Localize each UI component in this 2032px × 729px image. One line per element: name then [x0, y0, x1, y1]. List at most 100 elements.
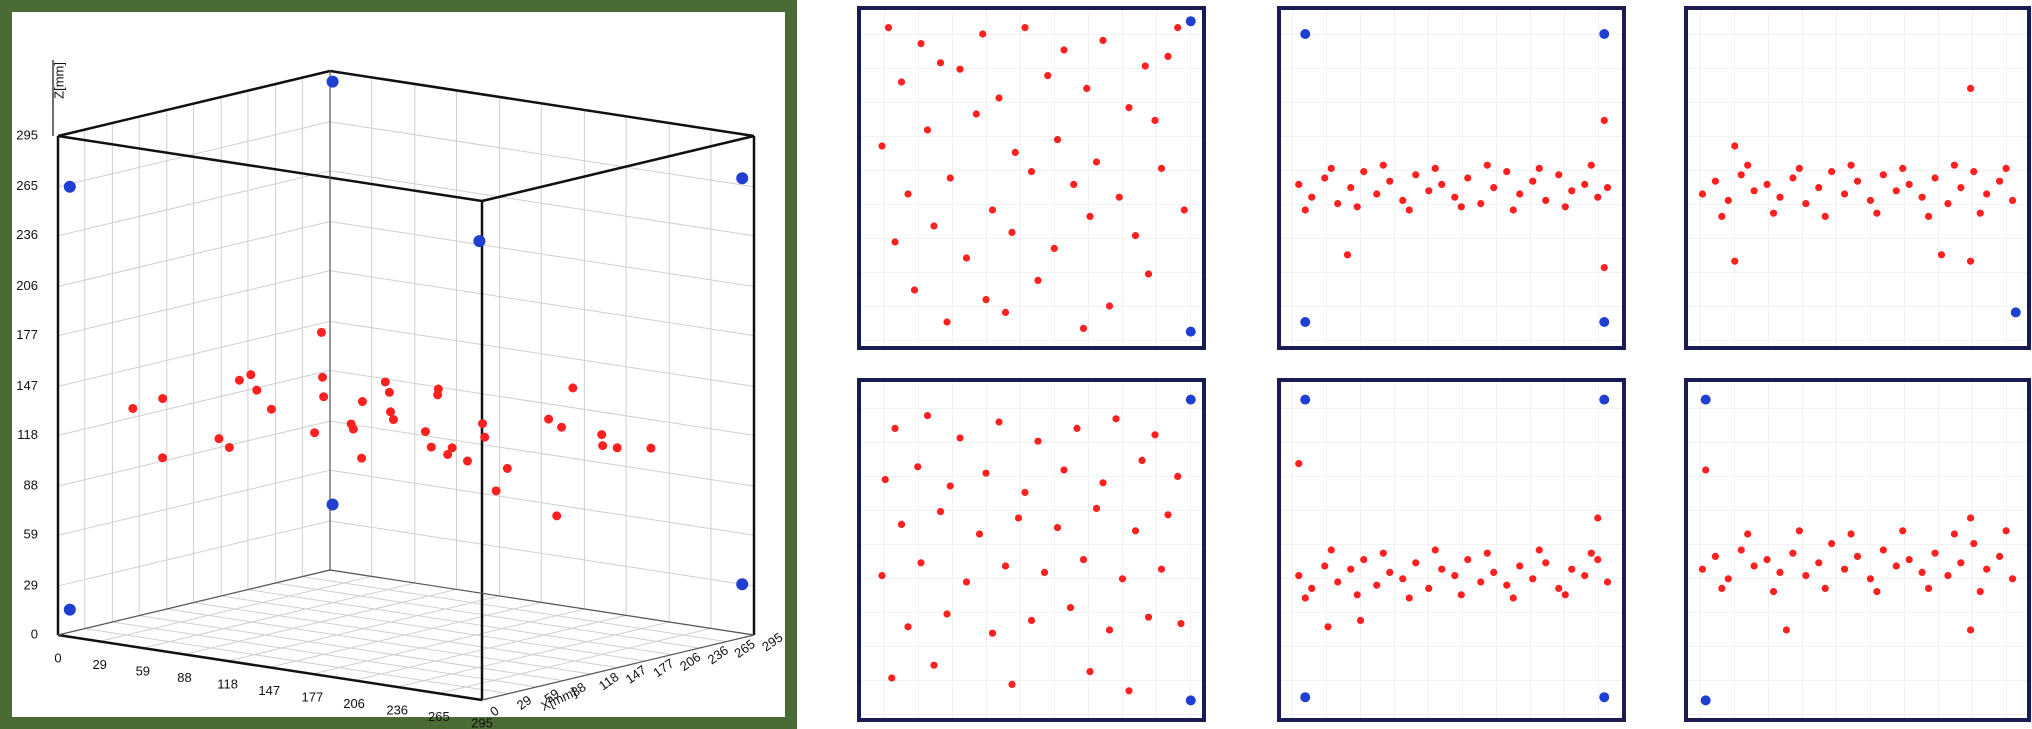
point	[1300, 317, 1311, 327]
point	[1802, 200, 1810, 208]
point	[1334, 578, 1342, 586]
point	[1581, 180, 1589, 188]
x-tick-label: 29	[92, 657, 106, 672]
point	[1966, 84, 1975, 92]
point	[316, 327, 326, 337]
grid-line	[247, 589, 673, 656]
point	[1138, 456, 1146, 464]
point	[1490, 184, 1498, 192]
point	[962, 578, 971, 586]
grid-line	[329, 221, 755, 288]
point	[1060, 46, 1068, 54]
point	[246, 370, 256, 380]
z-tick-label: 0	[31, 626, 38, 641]
point	[1301, 594, 1309, 602]
point	[995, 94, 1003, 102]
grid-line	[84, 628, 509, 695]
point	[1568, 187, 1576, 195]
point	[1027, 616, 1036, 625]
point	[1568, 565, 1576, 573]
point	[1731, 257, 1739, 265]
y-tick-label: 88	[568, 679, 588, 700]
point	[1386, 568, 1394, 577]
point	[2002, 164, 2010, 172]
point	[1490, 568, 1498, 577]
panel-background	[1686, 380, 2029, 720]
point	[1343, 251, 1352, 259]
point	[936, 508, 945, 516]
panel-frame	[857, 378, 1206, 722]
point	[1924, 584, 1933, 593]
point	[956, 65, 964, 73]
point	[612, 443, 622, 453]
point	[1782, 626, 1791, 634]
point	[1847, 530, 1855, 538]
point	[326, 75, 339, 88]
point	[1789, 549, 1797, 557]
point	[1905, 180, 1913, 188]
point	[1983, 565, 1991, 573]
point	[897, 520, 906, 529]
point	[234, 375, 244, 385]
point	[878, 142, 886, 150]
point	[1131, 527, 1140, 535]
point	[1600, 116, 1608, 124]
point	[891, 424, 899, 432]
point	[1438, 565, 1446, 573]
point	[1399, 575, 1407, 583]
point	[1001, 308, 1010, 316]
point	[63, 603, 76, 616]
point	[1008, 228, 1016, 236]
point	[736, 578, 749, 591]
point	[914, 463, 922, 471]
point	[646, 443, 656, 453]
point	[1308, 193, 1316, 201]
point	[1821, 212, 1829, 220]
point	[1924, 212, 1933, 220]
point	[1763, 556, 1771, 564]
plot-background	[12, 12, 785, 717]
z-tick-label: 206	[16, 278, 38, 293]
point	[1750, 562, 1758, 570]
point	[1141, 62, 1149, 70]
grid-line	[221, 595, 646, 662]
point	[1151, 116, 1159, 124]
grid-line	[302, 576, 727, 643]
point	[2008, 196, 2017, 204]
point	[1873, 209, 1881, 217]
point	[1425, 187, 1433, 195]
point	[736, 172, 749, 185]
grid-line	[275, 582, 700, 649]
grid-line	[329, 270, 755, 337]
point	[1477, 200, 1485, 208]
point	[1731, 142, 1739, 150]
point	[1776, 193, 1784, 201]
y-tick-label: 29	[514, 692, 534, 713]
point	[1040, 568, 1049, 577]
point	[1957, 559, 1965, 567]
point	[63, 180, 76, 193]
point	[1321, 174, 1329, 182]
point	[930, 222, 938, 230]
point	[1001, 562, 1010, 570]
point	[1099, 479, 1107, 487]
point	[1412, 559, 1420, 567]
grid-line	[329, 121, 755, 188]
point	[224, 442, 234, 452]
point	[1561, 591, 1569, 599]
point	[1899, 527, 1907, 535]
point	[1737, 171, 1745, 179]
point	[1105, 626, 1114, 634]
point	[1477, 578, 1485, 586]
grid-line	[57, 420, 331, 487]
box-edge	[329, 69, 755, 138]
point	[1321, 562, 1329, 570]
point	[943, 610, 951, 618]
grid-line	[193, 602, 618, 669]
point	[128, 403, 138, 413]
point	[1327, 164, 1335, 172]
grid-line	[329, 320, 755, 387]
z-tick-label: 88	[24, 478, 38, 493]
point	[1008, 680, 1016, 689]
point	[1542, 559, 1550, 567]
